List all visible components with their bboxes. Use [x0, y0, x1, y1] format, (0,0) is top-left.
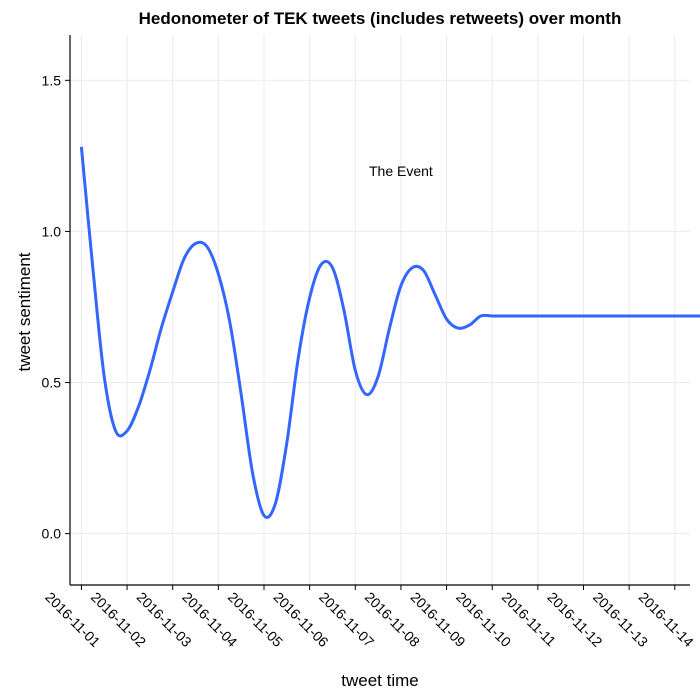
annotation-the-event: The Event: [369, 163, 433, 179]
grid: [70, 35, 690, 585]
x-ticks: 2016-11-012016-11-022016-11-032016-11-04…: [42, 585, 697, 650]
y-axis-title: tweet sentiment: [15, 252, 34, 371]
y-tick-label: 0.0: [42, 526, 62, 542]
axes: [70, 35, 690, 585]
chart-title: Hedonometer of TEK tweets (includes retw…: [139, 9, 622, 28]
y-tick-label: 1.5: [42, 72, 62, 88]
y-tick-label: 0.5: [42, 375, 62, 391]
y-tick-label: 1.0: [42, 223, 62, 239]
y-ticks: 0.0 0.5 1.0 1.5: [42, 72, 70, 541]
x-axis-title: tweet time: [341, 671, 418, 690]
smooth-line: [81, 147, 700, 518]
